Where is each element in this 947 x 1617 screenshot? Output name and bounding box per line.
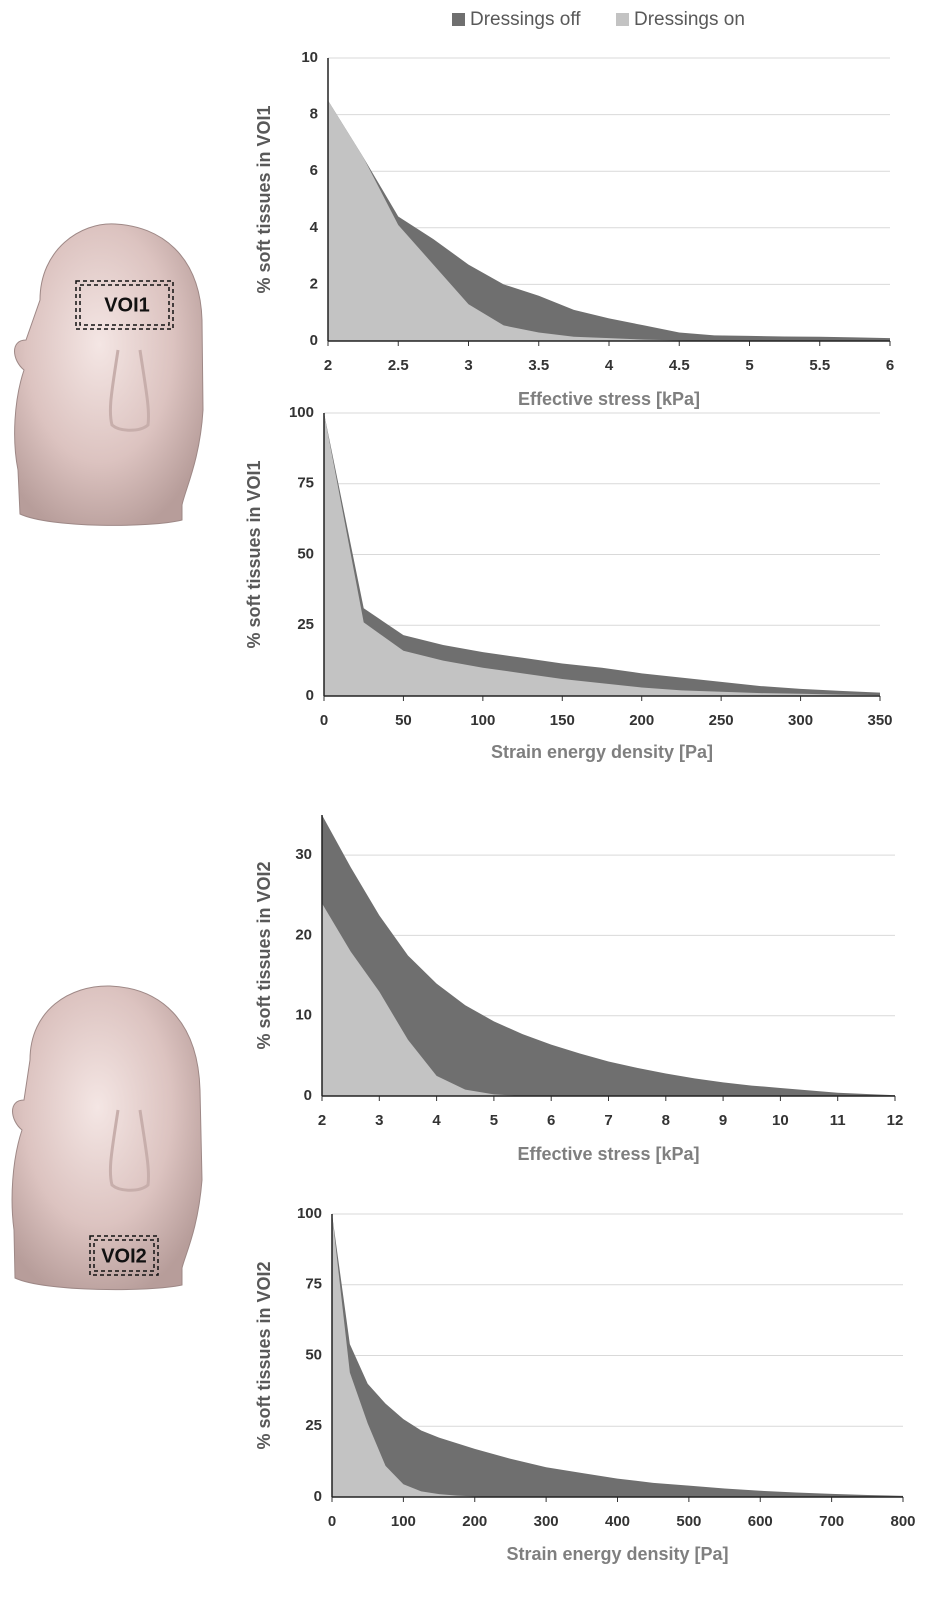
head-2: VOI2 <box>12 986 202 1290</box>
x-tick-label: 800 <box>890 1513 915 1530</box>
voi-label: VOI1 <box>104 294 150 316</box>
x-tick-label: 350 <box>867 712 892 729</box>
head <box>15 224 204 526</box>
y-tick-label: 4 <box>310 219 319 236</box>
y-tick-label: 0 <box>314 1488 322 1505</box>
x-tick-label: 5.5 <box>809 357 830 374</box>
x-tick-label: 4.5 <box>669 357 690 374</box>
y-tick-label: 0 <box>306 687 314 704</box>
x-tick-label: 4 <box>605 357 614 374</box>
x-tick-label: 100 <box>470 712 495 729</box>
x-tick-label: 3.5 <box>528 357 549 374</box>
x-axis-title: Strain energy density [Pa] <box>506 1544 728 1564</box>
x-tick-label: 300 <box>788 712 813 729</box>
y-tick-label: 100 <box>297 1205 322 1222</box>
legend-swatch <box>616 13 629 26</box>
x-tick-label: 12 <box>887 1112 904 1129</box>
y-tick-label: 10 <box>301 49 318 66</box>
y-axis-title: % soft tissues in VOI1 <box>244 460 264 648</box>
x-tick-label: 2 <box>324 357 332 374</box>
x-tick-label: 250 <box>709 712 734 729</box>
chart: 0 25 50 75 100 0 50 100 150 200 250 300 350 Strain en… <box>244 404 893 762</box>
page: {"images": [{"label": "VOI1"}, {"label":… <box>0 0 947 1612</box>
head-1: VOI1 <box>15 224 204 526</box>
y-tick-label: 8 <box>310 106 318 123</box>
x-tick-label: 200 <box>629 712 654 729</box>
y-tick-label: 50 <box>305 1346 322 1363</box>
x-tick-label: 6 <box>886 357 894 374</box>
x-tick-label: 0 <box>320 712 328 729</box>
y-axis-title: % soft tissues in VOI1 <box>254 105 274 293</box>
x-tick-label: 0 <box>328 1513 336 1530</box>
x-tick-label: 150 <box>550 712 575 729</box>
y-tick-label: 30 <box>295 846 312 863</box>
x-tick-label: 6 <box>547 1112 555 1129</box>
y-axis-title: % soft tissues in VOI2 <box>254 861 274 1049</box>
x-tick-label: 500 <box>676 1513 701 1530</box>
y-tick-label: 0 <box>310 332 318 349</box>
x-tick-label: 5 <box>490 1112 498 1129</box>
y-axis-title: % soft tissues in VOI2 <box>254 1261 274 1449</box>
y-tick-label: 10 <box>295 1007 312 1024</box>
y-tick-label: 75 <box>297 475 314 492</box>
x-axis-title: Strain energy density [Pa] <box>491 742 713 762</box>
y-tick-label: 2 <box>310 275 318 292</box>
y-tick-label: 100 <box>289 404 314 421</box>
x-tick-label: 3 <box>375 1112 383 1129</box>
legend-swatch <box>452 13 465 26</box>
x-tick-label: 11 <box>830 1112 846 1129</box>
x-tick-label: 7 <box>604 1112 612 1129</box>
y-tick-label: 6 <box>310 162 318 179</box>
area <box>328 100 890 341</box>
x-tick-label: 5 <box>745 357 753 374</box>
y-tick-label: 25 <box>297 616 314 633</box>
x-tick-label: 700 <box>819 1513 844 1530</box>
x-tick-label: 400 <box>605 1513 630 1530</box>
chart: 0 10 20 30 2 3 4 5 6 7 8 9 10 11 12 Effective stress [k… <box>254 815 904 1164</box>
y-tick-label: 75 <box>305 1276 322 1293</box>
figure: VOI1 VOI2 024681022.533.544.555.56Effect… <box>0 0 947 1612</box>
x-tick-label: 2 <box>318 1112 326 1129</box>
legend-label: Dressings on <box>634 9 745 30</box>
x-tick-label: 600 <box>748 1513 773 1530</box>
x-tick-label: 9 <box>719 1112 727 1129</box>
x-axis-title: Effective stress [kPa] <box>517 1144 699 1164</box>
legend-label: Dressings off <box>470 9 581 30</box>
x-axis-title: Effective stress [kPa] <box>518 389 700 409</box>
y-tick-label: 20 <box>295 926 312 943</box>
x-tick-label: 100 <box>391 1513 416 1530</box>
x-tick-label: 4 <box>432 1112 441 1129</box>
x-tick-label: 10 <box>772 1112 789 1129</box>
voi-label: VOI2 <box>101 1245 147 1267</box>
x-tick-label: 2.5 <box>388 357 409 374</box>
x-tick-label: 8 <box>662 1112 670 1129</box>
chart: 0 25 50 75 100 0 100 200 300 400 500 600 700 800 Strai… <box>254 1205 916 1564</box>
x-tick-label: 50 <box>395 712 412 729</box>
x-tick-label: 300 <box>534 1513 559 1530</box>
x-tick-label: 200 <box>462 1513 487 1530</box>
y-tick-label: 0 <box>304 1087 312 1104</box>
y-tick-label: 25 <box>305 1417 322 1434</box>
x-tick-label: 3 <box>464 357 472 374</box>
head <box>12 986 202 1290</box>
y-tick-label: 50 <box>297 545 314 562</box>
